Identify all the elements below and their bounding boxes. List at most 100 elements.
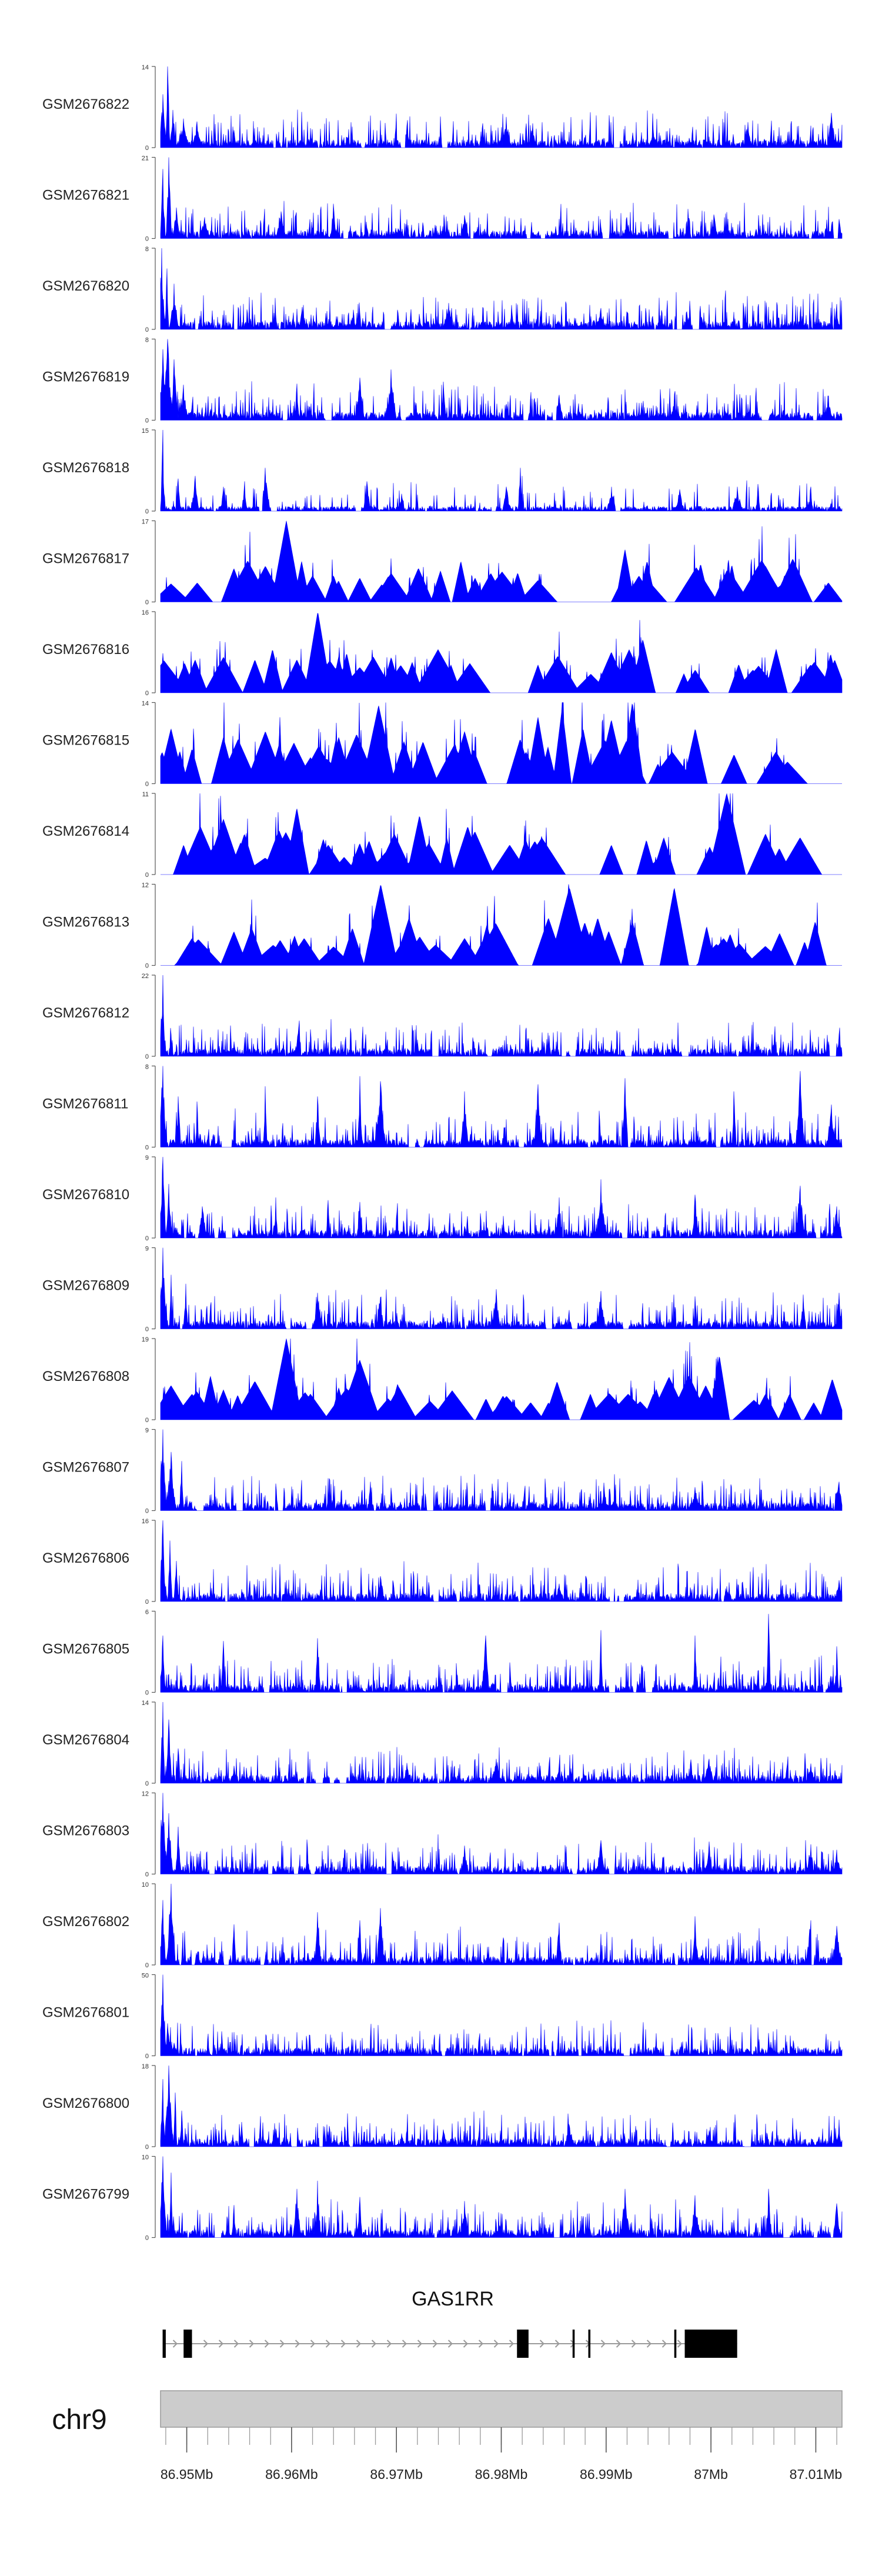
track-GSM2676802: GSM2676802 10 0 (42, 1881, 843, 1969)
strand-arrow (646, 2340, 652, 2348)
y-axis-min-label: 0 (145, 1417, 149, 1424)
track-GSM2676815: GSM2676815 14 0 (42, 700, 842, 788)
track-name-label: GSM2676812 (42, 1005, 129, 1021)
signal-area (160, 1793, 843, 1875)
y-axis-min-label: 0 (145, 1780, 149, 1787)
track-GSM2676818: GSM2676818 15 0 (42, 428, 843, 515)
track-name-label: GSM2676821 (42, 188, 129, 203)
strand-arrow (386, 2340, 392, 2348)
axis-tick-label: 86.99Mb (580, 2467, 633, 2482)
signal-area (160, 1247, 843, 1330)
strand-arrow (662, 2340, 667, 2348)
y-axis-max-label: 14 (142, 700, 149, 708)
signal-area (160, 1974, 843, 2057)
y-axis-max-label: 6 (145, 1609, 149, 1616)
track-GSM2676811: GSM2676811 8 0 (42, 1064, 843, 1152)
strand-arrow (463, 2340, 468, 2348)
strand-arrow (249, 2340, 254, 2348)
track-GSM2676813: GSM2676813 12 0 (42, 882, 842, 970)
y-axis-min-label: 0 (145, 781, 149, 788)
track-GSM2676809: GSM2676809 9 0 (42, 1246, 843, 1333)
strand-arrow (509, 2340, 514, 2348)
y-axis-max-label: 9 (145, 1154, 149, 1162)
y-axis-min-label: 0 (145, 2053, 149, 2060)
track-name-label: GSM2676817 (42, 551, 129, 567)
strand-arrow (478, 2340, 483, 2348)
y-axis-min-label: 0 (145, 963, 149, 970)
strand-arrow (493, 2340, 499, 2348)
y-axis-min-label: 0 (145, 1962, 149, 1969)
strand-arrow (631, 2340, 636, 2348)
y-axis-max-label: 10 (142, 2154, 149, 2161)
y-axis-min-label: 0 (145, 1508, 149, 1515)
signal-area (160, 66, 843, 148)
y-axis-min-label: 0 (145, 236, 149, 243)
axis-tick-label: 86.97Mb (370, 2467, 423, 2482)
track-GSM2676812: GSM2676812 22 0 (42, 973, 843, 1060)
y-axis-min-label: 0 (145, 418, 149, 425)
signal-area (160, 2065, 843, 2147)
signal-area (160, 157, 843, 239)
y-axis-min-label: 0 (145, 1235, 149, 1242)
exon (162, 2330, 166, 2358)
y-axis-max-label: 8 (145, 337, 149, 344)
track-GSM2676805: GSM2676805 6 0 (42, 1609, 843, 1697)
track-name-label: GSM2676801 (42, 2005, 129, 2021)
signal-area (160, 339, 843, 421)
genome-axis-track: chr9 86.95Mb 86.96Mb 86.97Mb 86.98Mb 86.99Mb… (52, 2390, 843, 2482)
track-name-label: GSM2676807 (42, 1460, 129, 1476)
axis-tick-label: 86.98Mb (475, 2467, 528, 2482)
track-name-label: GSM2676802 (42, 1914, 129, 1930)
track-name-label: GSM2676800 (42, 2095, 129, 2111)
exon (588, 2330, 591, 2358)
track-name-label: GSM2676805 (42, 1641, 129, 1657)
strand-arrow (172, 2340, 178, 2348)
track-name-label: GSM2676808 (42, 1369, 129, 1384)
y-axis-max-label: 16 (142, 609, 149, 616)
exon (517, 2330, 529, 2358)
strand-arrow (218, 2340, 223, 2348)
track-name-label: GSM2676811 (42, 1096, 128, 1112)
strand-arrow (371, 2340, 376, 2348)
strand-arrow (203, 2340, 208, 2348)
strand-arrow (264, 2340, 269, 2348)
strand-arrow (233, 2340, 239, 2348)
track-name-label: GSM2676803 (42, 1823, 129, 1839)
strand-arrow (432, 2340, 437, 2348)
track-GSM2676819: GSM2676819 8 0 (42, 337, 843, 425)
signal-area (160, 702, 842, 784)
axis-tick-label: 86.95Mb (161, 2467, 213, 2482)
strand-arrow (554, 2340, 560, 2348)
exon (572, 2330, 575, 2358)
track-name-label: GSM2676806 (42, 1550, 129, 1566)
track-GSM2676806: GSM2676806 16 0 (42, 1518, 843, 1606)
y-axis-min-label: 0 (145, 599, 149, 606)
signal-area (161, 793, 842, 875)
y-axis-max-label: 12 (142, 882, 149, 889)
y-axis-min-label: 0 (145, 1599, 149, 1606)
track-name-label: GSM2676815 (42, 733, 129, 749)
track-name-label: GSM2676809 (42, 1278, 129, 1294)
y-axis-min-label: 0 (145, 690, 149, 697)
track-name-label: GSM2676818 (42, 460, 129, 476)
strand-arrow (447, 2340, 453, 2348)
y-axis-max-label: 15 (142, 428, 149, 435)
exon (684, 2330, 737, 2358)
y-axis-max-label: 19 (142, 1336, 149, 1343)
y-axis-max-label: 12 (142, 1791, 149, 1798)
y-axis-min-label: 0 (145, 2144, 149, 2151)
y-axis-max-label: 8 (145, 246, 149, 253)
strand-arrow (356, 2340, 361, 2348)
y-axis-min-label: 0 (145, 1690, 149, 1697)
track-GSM2676821: GSM2676821 21 0 (42, 155, 843, 243)
signal-area (160, 1429, 843, 1511)
track-name-label: GSM2676819 (42, 369, 129, 385)
strand-arrow (417, 2340, 422, 2348)
track-name-label: GSM2676822 (42, 96, 129, 112)
signal-area (160, 2156, 843, 2238)
y-axis-max-label: 16 (142, 1518, 149, 1525)
y-axis-min-label: 0 (145, 326, 149, 333)
chromosome-ideogram (160, 2390, 843, 2428)
track-name-label: GSM2676804 (42, 1732, 129, 1748)
